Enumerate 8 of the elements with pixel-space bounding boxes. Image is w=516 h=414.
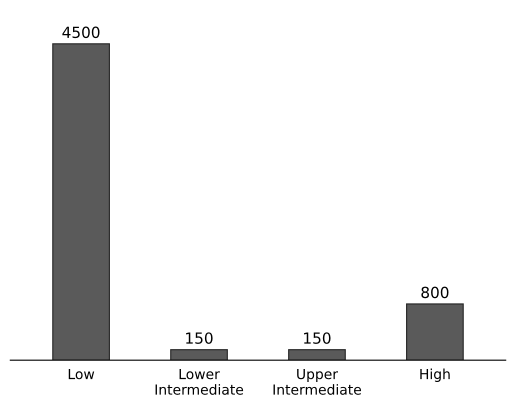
data-label: 150 bbox=[304, 332, 331, 344]
x-tick-label: Upper Intermediate bbox=[274, 368, 362, 395]
x-tick-label: Low bbox=[68, 368, 94, 380]
x-tick-label: High bbox=[420, 368, 450, 382]
data-label: 800 bbox=[421, 286, 448, 298]
x-tick-label: Lower Intermediate bbox=[156, 368, 244, 395]
data-label: 150 bbox=[186, 332, 213, 344]
data-label: 4500 bbox=[62, 26, 100, 38]
